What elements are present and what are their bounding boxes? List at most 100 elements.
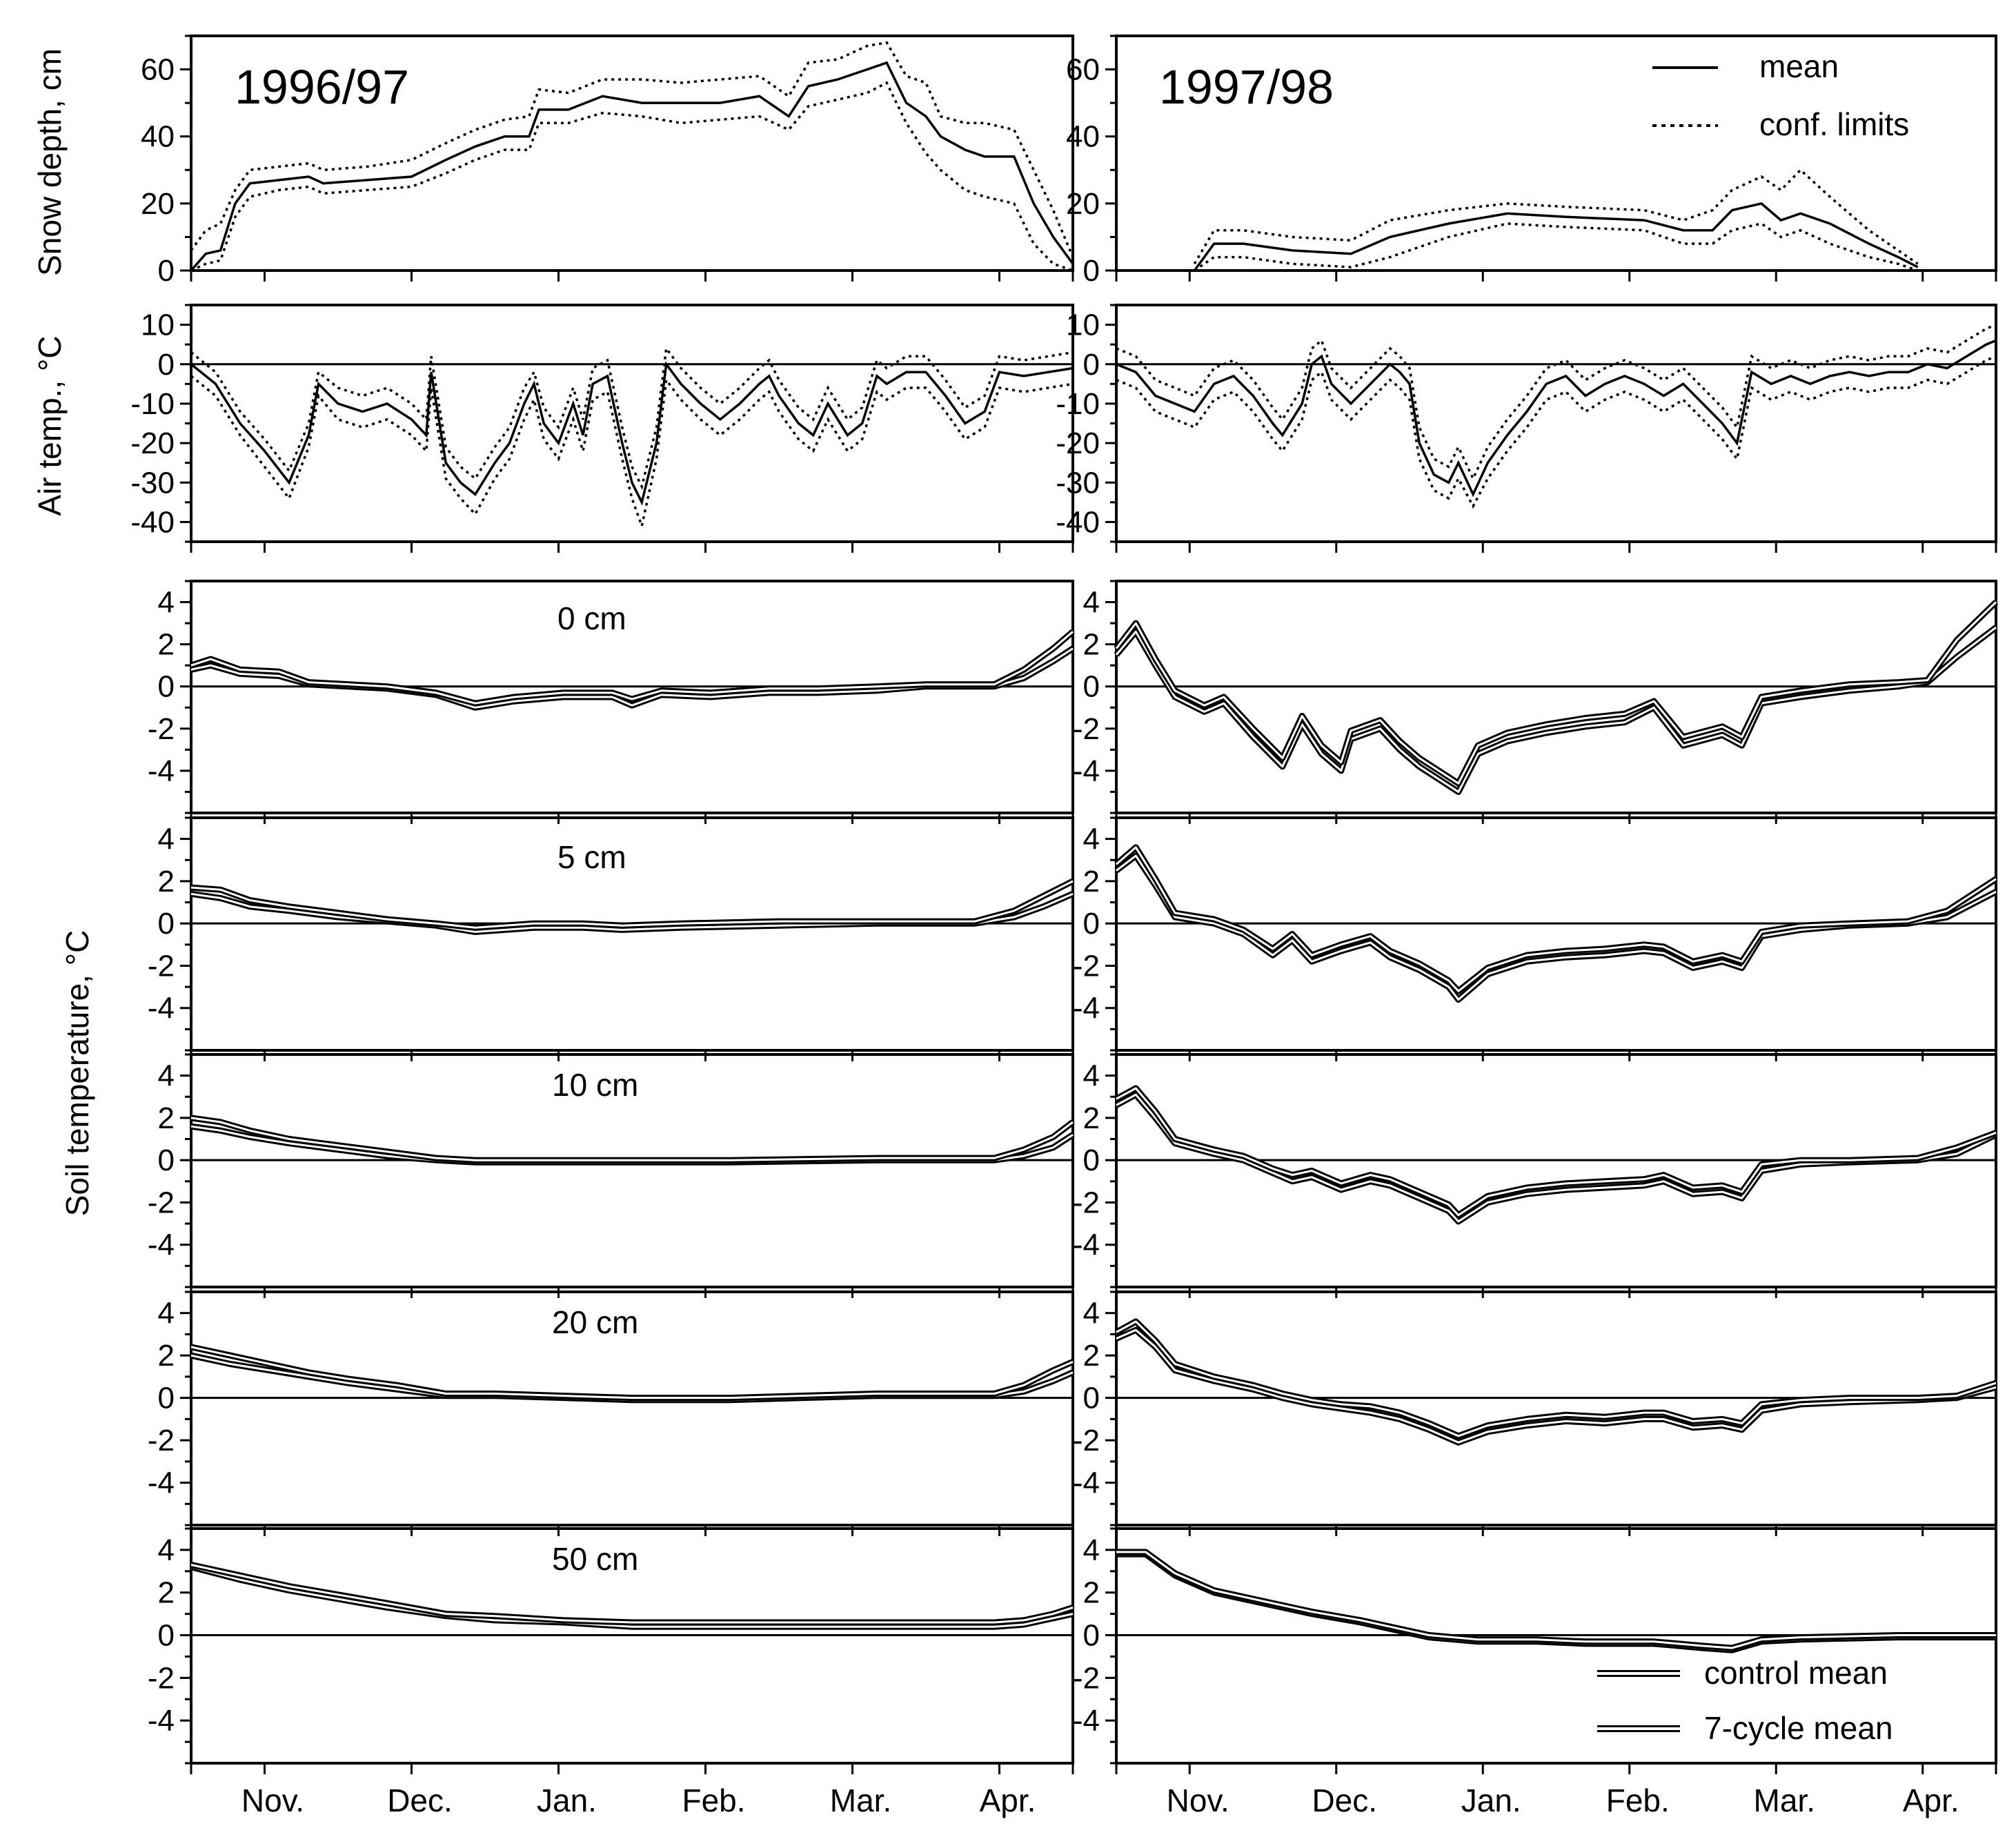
y-tick-label: -2 [148, 1186, 175, 1219]
y-tick-label: 4 [158, 586, 175, 620]
snow-upper-conf-line [190, 41, 1074, 258]
cycle-mean-line-inner [190, 1564, 1074, 1624]
legend-mean-label: mean [1759, 48, 1839, 84]
y-tick-label: 0 [1083, 1619, 1100, 1653]
y-tick-label: -4 [1073, 1466, 1100, 1500]
legend-control-label: control mean [1704, 1655, 1888, 1691]
soil-5cm-panel-1996_97: -4 -2 0 2 4 [148, 816, 1075, 1061]
panel-frame [1115, 816, 1997, 1052]
y-tick-label: 20 [141, 187, 175, 221]
y-tick-label: 0 [1083, 670, 1100, 704]
panel-frame [190, 580, 1074, 814]
y-tick-label: -40 [1056, 505, 1100, 539]
y-tick-label: 0 [158, 348, 175, 382]
year-label-right: 1997/98 [1159, 60, 1334, 114]
depth-label-20: 20 cm [552, 1304, 638, 1340]
x-month-label: Feb. [682, 1783, 745, 1818]
x-month-label: Mar. [830, 1783, 891, 1818]
y-tick-label: -4 [148, 1228, 175, 1262]
soil-0cm-panel-1996_97: -4 -2 0 2 4 [148, 580, 1075, 824]
y-tick-label: 60 [141, 53, 175, 87]
soil-20cm-panel-1997_98: -4 -2 0 2 4 [1073, 1290, 1997, 1536]
y-tick-label: 0 [1083, 907, 1100, 941]
y-tick-label: -2 [1073, 949, 1100, 983]
soil-ylabel: Soil temperature, °C [59, 930, 95, 1217]
depth-label-5: 5 cm [557, 839, 626, 875]
x-month-label: Nov. [1167, 1783, 1229, 1818]
y-tick-label: 2 [158, 1576, 175, 1610]
air-upper-conf-line [190, 345, 1074, 491]
y-tick-label: 10 [1066, 308, 1100, 342]
y-tick-label: -4 [148, 1466, 175, 1500]
y-tick-label: -2 [1073, 1186, 1100, 1219]
y-tick-label: 2 [158, 628, 175, 662]
y-tick-label: -2 [148, 712, 175, 746]
year-label-left: 1996/97 [235, 60, 409, 114]
air-ylabel: Air temp., °C [32, 335, 68, 515]
y-tick-label: -2 [148, 949, 175, 983]
air-upper-conf-line [1116, 323, 1997, 482]
y-tick-label: 20 [1066, 187, 1100, 221]
y-tick-label: 2 [1083, 1576, 1100, 1610]
y-tick-label: -4 [148, 1704, 175, 1738]
soil-10cm-panel-1996_97: -4 -2 0 2 4 [148, 1053, 1075, 1298]
cycle-mean-line-inner [1116, 1551, 1996, 1649]
y-tick-label: 2 [1083, 1339, 1100, 1373]
cycle-mean-line-inner [190, 1117, 1074, 1161]
snow-mean-line [1193, 202, 1919, 272]
y-tick-label: 2 [158, 865, 175, 899]
snow-lower-conf-line [190, 81, 1074, 272]
y-tick-label: 4 [158, 1533, 175, 1567]
air-mean-line [1116, 339, 1997, 498]
y-tick-label: 4 [1083, 823, 1100, 856]
legend-conf-label: conf. limits [1759, 106, 1909, 142]
y-tick-label: 4 [1083, 1297, 1100, 1331]
legend-cycle-label: 7-cycle mean [1704, 1710, 1893, 1746]
y-tick-label: 2 [158, 1339, 175, 1373]
soil-50cm-panel-1996_97: -4 -2 0 2 4 Nov. Dec. Jan. Feb. Mar. Apr. [148, 1527, 1074, 1818]
y-tick-label: 2 [1083, 865, 1100, 899]
y-tick-label: -10 [130, 387, 175, 421]
cycle-mean-line-inner [190, 880, 1074, 929]
x-month-label: Dec. [1312, 1783, 1377, 1818]
panel-frame [190, 1527, 1074, 1765]
y-tick-label: -4 [148, 992, 175, 1025]
x-month-label: Jan. [537, 1783, 597, 1818]
control-mean-line-inner [1116, 1328, 1997, 1444]
y-tick-label: 0 [158, 670, 175, 704]
y-tick-label: -2 [148, 1424, 175, 1457]
cycle-mean-line-inner [1115, 601, 1997, 785]
y-tick-label: -4 [1073, 1704, 1100, 1738]
panel-frame [190, 816, 1074, 1052]
soil-50cm-panel-1997_98: -4 -2 0 2 4 Nov. Dec. Jan. Feb. Mar. Apr. [1073, 1527, 1997, 1818]
y-tick-label: -40 [130, 505, 175, 539]
control-mean-line-inner [1116, 1093, 1997, 1223]
y-tick-label: -30 [130, 466, 175, 500]
y-tick-label: -2 [1073, 712, 1100, 746]
y-tick-label: 0 [1083, 1382, 1100, 1415]
control-mean-line-inner [1115, 627, 1997, 793]
depth-label-50: 50 cm [552, 1541, 638, 1577]
snow-lower-conf-line [1194, 222, 1919, 272]
soil-legend: control mean 7-cycle mean [1597, 1655, 1893, 1746]
y-tick-label: -4 [148, 754, 175, 788]
panel-frame [1115, 1290, 1997, 1526]
y-tick-label: 0 [158, 907, 175, 941]
y-tick-label: 10 [141, 308, 175, 342]
soil-10cm-panel-1997_98: -4 -2 0 2 4 [1073, 1053, 1997, 1298]
y-tick-label: -4 [1073, 754, 1100, 788]
air-mean-line [190, 361, 1074, 506]
y-tick-label: -4 [1073, 992, 1100, 1025]
panel-frame [1115, 35, 1997, 272]
y-tick-label: -30 [1056, 466, 1100, 500]
y-tick-label: 0 [1083, 348, 1100, 382]
y-tick-label: 4 [1083, 1059, 1100, 1093]
panel-frame [190, 35, 1074, 272]
y-tick-label: -10 [1056, 387, 1100, 421]
x-month-label: Apr. [980, 1783, 1036, 1818]
air-panel-1996_97: -40 -30 -20 -10 0 10 [130, 304, 1074, 553]
cycle-mean-line-inner [190, 1346, 1074, 1400]
y-tick-label: 0 [1083, 254, 1100, 288]
panel-frame [1115, 1053, 1997, 1288]
